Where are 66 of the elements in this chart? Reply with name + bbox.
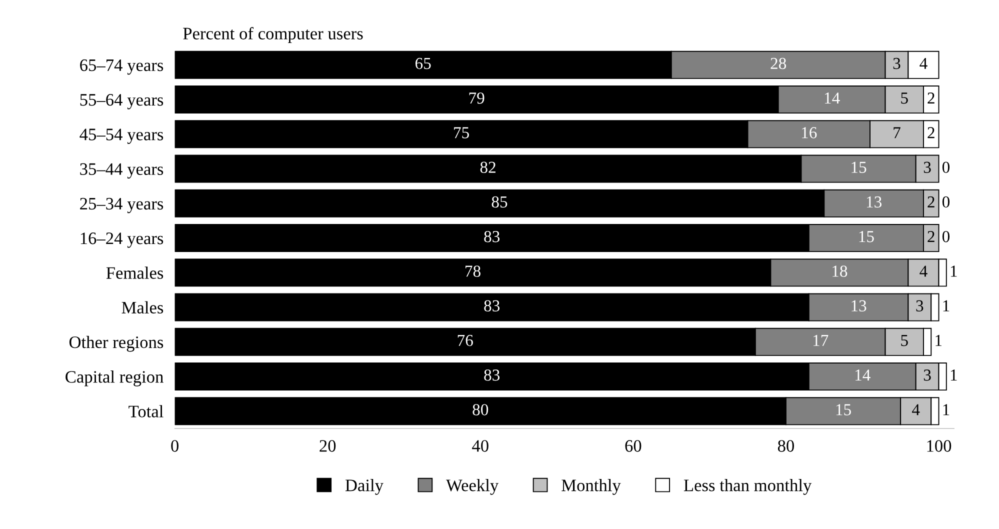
data-label: 14 xyxy=(856,370,870,381)
data-label: 13 xyxy=(852,300,866,312)
x-tick-label: 60 xyxy=(625,440,642,452)
x-tick-label: 40 xyxy=(472,440,488,452)
data-label: 80 xyxy=(472,404,488,416)
data-label: 78 xyxy=(466,266,480,277)
y-tick-label: 25–34 years xyxy=(80,198,164,214)
data-label: 85 xyxy=(492,196,508,208)
data-label: 28 xyxy=(770,58,786,70)
y-tick-label: 45–54 years xyxy=(80,128,164,144)
data-label: 14 xyxy=(824,92,840,104)
legend-label: Weekly xyxy=(446,479,499,495)
data-label: 4 xyxy=(920,58,928,69)
data-label: 1 xyxy=(943,300,950,312)
data-label: 16 xyxy=(802,127,817,138)
y-tick-label: Capital region xyxy=(66,370,164,386)
data-label: 1 xyxy=(950,370,957,381)
data-label: 0 xyxy=(942,196,950,208)
data-label: 82 xyxy=(480,162,496,173)
legend-label: Monthly xyxy=(562,479,621,495)
y-tick-label: 65–74 years xyxy=(80,59,164,75)
data-label: 15 xyxy=(852,162,866,173)
data-label: 2 xyxy=(928,127,934,138)
data-label: 17 xyxy=(813,334,828,346)
data-label: 79 xyxy=(469,92,484,104)
data-label: 5 xyxy=(901,92,908,104)
y-tick-label: 55–64 years xyxy=(80,94,164,110)
data-label: 2 xyxy=(928,196,934,208)
y-tick-label: Males xyxy=(122,301,164,314)
x-tick-label: 100 xyxy=(927,440,952,452)
data-label: 1 xyxy=(943,404,950,416)
y-tick-label: Total xyxy=(128,405,164,418)
data-label: 7 xyxy=(894,127,900,138)
legend-label: Less than monthly xyxy=(684,479,812,495)
data-label: 75 xyxy=(454,127,469,138)
data-label: 4 xyxy=(912,404,920,416)
legend-label: Daily xyxy=(345,479,384,495)
data-label: 2 xyxy=(928,92,934,104)
data-label: 76 xyxy=(458,334,473,346)
data-label: 3 xyxy=(893,58,900,70)
data-label: 65 xyxy=(415,58,431,70)
chart-title: Percent of computer users xyxy=(183,27,363,43)
x-tick-label: 20 xyxy=(320,440,336,452)
data-label: 0 xyxy=(942,162,950,173)
y-tick-label: Females xyxy=(106,266,164,279)
data-label: 83 xyxy=(484,300,500,312)
y-tick-label: Other regions xyxy=(69,336,164,352)
data-label: 1 xyxy=(936,334,942,346)
x-tick-label: 0 xyxy=(171,440,179,452)
x-tick-label: 80 xyxy=(778,440,794,452)
y-tick-label: 16–24 years xyxy=(80,232,164,248)
data-label: 1 xyxy=(950,266,957,277)
data-label: 0 xyxy=(942,230,950,242)
data-label: 83 xyxy=(484,369,500,381)
y-tick-label: 35–44 years xyxy=(80,163,164,179)
data-label: 83 xyxy=(484,230,500,242)
data-label: 3 xyxy=(916,300,924,312)
data-label: 4 xyxy=(920,266,928,277)
data-label: 13 xyxy=(866,196,882,208)
data-label: 15 xyxy=(859,231,874,242)
data-label: 15 xyxy=(836,404,851,416)
data-label: 3 xyxy=(924,162,931,173)
data-label: 18 xyxy=(832,266,848,277)
data-label: 2 xyxy=(928,231,934,242)
data-label: 5 xyxy=(901,335,908,346)
data-label: 3 xyxy=(924,370,931,381)
